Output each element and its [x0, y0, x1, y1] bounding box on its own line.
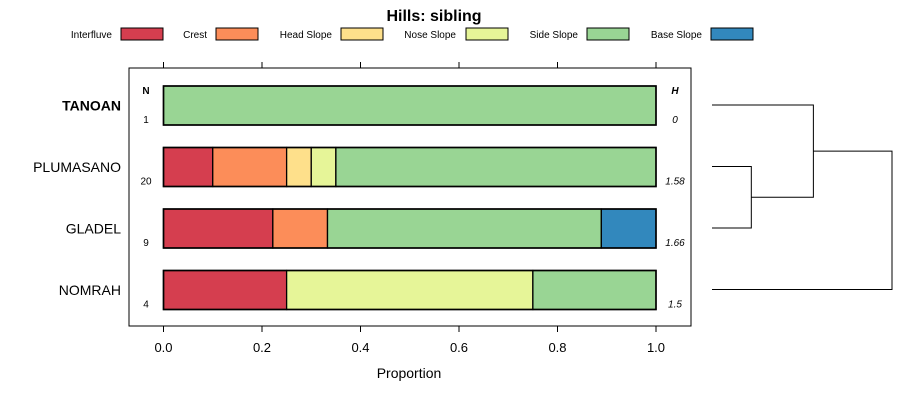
- n-value-tanoan: 1: [143, 115, 149, 126]
- x-tick-label-0: 0.0: [154, 340, 172, 355]
- dendrogram-merge-0: [712, 166, 752, 229]
- dendrogram-merge-1: [712, 104, 814, 198]
- bar-outline-nomrah: [162, 269, 657, 311]
- n-value-gladel: 9: [143, 238, 149, 249]
- legend-label-head-slope: Head Slope: [280, 30, 333, 41]
- legend: Interfluve Crest Head Slope Nose Slope Side …: [71, 27, 754, 41]
- bar-segment-nomrah-side-slope: [532, 269, 657, 311]
- bar-segment-gladel-base-slope: [600, 208, 657, 249]
- x-tick-label-5: 1.0: [647, 340, 665, 355]
- n-value-nomrah: 4: [143, 300, 149, 311]
- bar-outline-gladel: [162, 208, 657, 249]
- legend-label-side-slope: Side Slope: [530, 30, 579, 41]
- legend-label-interfluve: Interfluve: [71, 30, 113, 41]
- bar-segment-plumasano-nose-slope: [310, 146, 337, 188]
- legend-label-crest: Crest: [183, 30, 207, 41]
- bar-segment-tanoan-side-slope: [162, 85, 657, 126]
- bar-segment-gladel-crest: [272, 208, 329, 249]
- legend-swatch-base-slope: [710, 27, 754, 41]
- legend-label-nose-slope: Nose Slope: [404, 30, 456, 41]
- legend-swatch-interfluve: [120, 27, 164, 41]
- category-label-nomrah: NOMRAH: [59, 282, 121, 298]
- x-tick-label-2: 0.4: [351, 340, 369, 355]
- legend-swatch-nose-slope: [465, 27, 509, 41]
- x-tick-label-4: 0.8: [548, 340, 566, 355]
- chart-title: Hills: sibling: [386, 8, 481, 25]
- x-tick-label-1: 0.2: [253, 340, 271, 355]
- dendrogram-merge-2: [712, 150, 893, 290]
- row-nomrah: NOMRAH 4 1.5: [59, 269, 682, 311]
- legend-swatch-side-slope: [586, 27, 630, 41]
- bar-segment-nomrah-interfluve: [162, 269, 288, 311]
- dendrogram: [712, 104, 893, 290]
- bar-rows: TANOAN 1 0 PLUMASANO 20 1.58 GLADEL 9 1.66 NOMRAH…: [33, 85, 685, 311]
- category-label-tanoan: TANOAN: [62, 98, 121, 114]
- row-tanoan: TANOAN 1 0: [62, 85, 678, 126]
- category-label-gladel: GLADEL: [66, 221, 121, 237]
- legend-swatch-head-slope: [340, 27, 384, 41]
- h-value-tanoan: 0: [672, 115, 678, 126]
- row-gladel: GLADEL 9 1.66: [66, 208, 685, 249]
- h-value-gladel: 1.66: [665, 238, 685, 249]
- n-header: N: [142, 86, 149, 97]
- bar-segment-plumasano-side-slope: [335, 146, 657, 188]
- h-value-plumasano: 1.58: [665, 177, 685, 188]
- h-header: H: [671, 86, 679, 97]
- x-tick-label-3: 0.6: [450, 340, 468, 355]
- x-axis: 0.0 0.2 0.4 0.6 0.8 1.0: [154, 62, 665, 355]
- bar-outline-plumasano: [162, 146, 657, 188]
- row-plumasano: PLUMASANO 20 1.58: [33, 146, 685, 188]
- n-value-plumasano: 20: [140, 177, 152, 188]
- bar-segment-plumasano-interfluve: [162, 146, 214, 188]
- bar-segment-gladel-side-slope: [326, 208, 602, 249]
- legend-label-base-slope: Base Slope: [651, 30, 703, 41]
- bar-outline-tanoan: [162, 85, 657, 126]
- category-label-plumasano: PLUMASANO: [33, 159, 121, 175]
- bar-segment-plumasano-head-slope: [285, 146, 312, 188]
- bar-segment-nomrah-nose-slope: [285, 269, 534, 311]
- x-axis-label: Proportion: [377, 365, 442, 381]
- bar-segment-plumasano-crest: [212, 146, 288, 188]
- h-value-nomrah: 1.5: [668, 300, 682, 311]
- legend-swatch-crest: [215, 27, 259, 41]
- plot-panel: [128, 67, 692, 327]
- bar-segment-gladel-interfluve: [162, 208, 274, 249]
